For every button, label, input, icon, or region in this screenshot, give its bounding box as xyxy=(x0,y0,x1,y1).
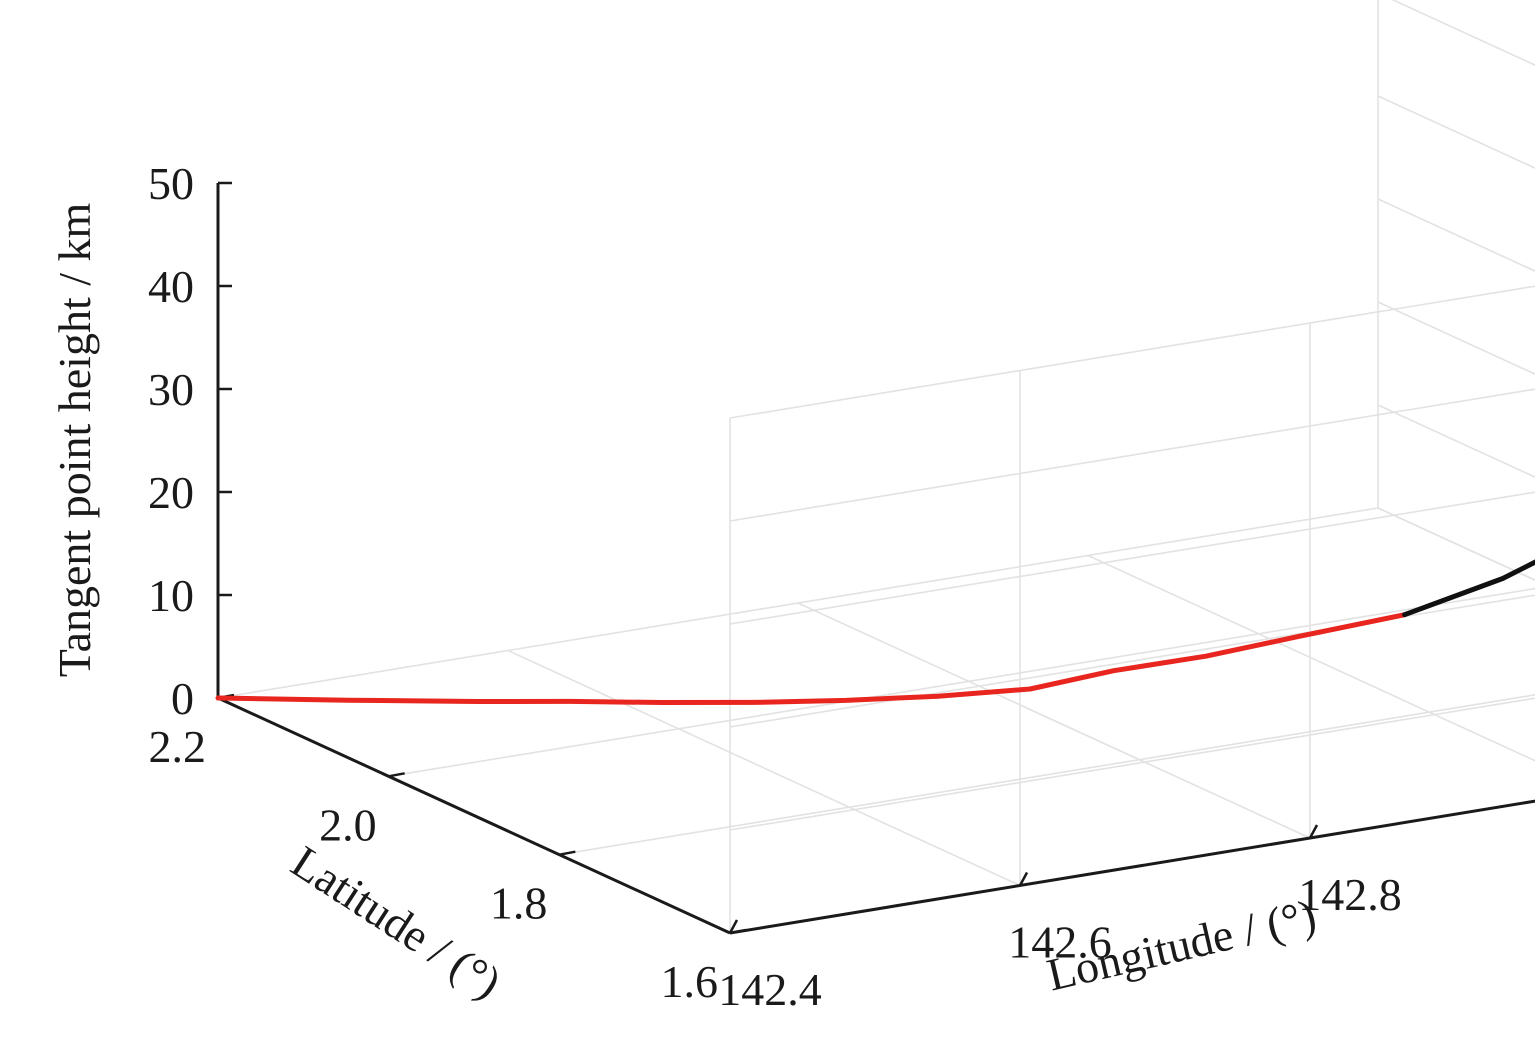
x-tick xyxy=(1018,871,1029,887)
x-tick-label: 142.8 xyxy=(1298,869,1402,920)
z-axis-label: Tangent point height / km xyxy=(49,202,100,677)
x-tick-label: 142.6 xyxy=(1008,917,1112,968)
y-tick-label: 2.0 xyxy=(319,799,377,850)
grid-line xyxy=(729,697,1535,831)
grid-line xyxy=(1377,95,1535,169)
y-tick xyxy=(729,928,747,935)
y-axis-label: Latitude / (°) xyxy=(283,836,510,1008)
x-tick xyxy=(728,919,739,934)
z-tick-label: 30 xyxy=(148,364,194,415)
z-tick-label: 20 xyxy=(148,467,194,518)
grid-line xyxy=(1391,0,1535,66)
x-tick-label: 142.4 xyxy=(718,964,822,1015)
grid-line xyxy=(507,649,1021,887)
grid-line xyxy=(729,491,1535,625)
grid-line xyxy=(729,800,1535,934)
grid-line xyxy=(797,602,1311,839)
grid-line xyxy=(729,285,1535,419)
y-tick-label: 1.6 xyxy=(661,956,719,1007)
y-tick-label: 1.8 xyxy=(490,878,548,929)
grid-line xyxy=(1377,507,1535,581)
y-tick-label: 2.2 xyxy=(149,721,207,772)
grid-line xyxy=(559,694,1535,856)
x-tick xyxy=(1308,824,1319,839)
grid-line xyxy=(729,388,1535,522)
z-tick-label: 40 xyxy=(148,261,194,312)
tick-labels: 010203040501.61.82.02.2142.4142.6142.814… xyxy=(148,158,1402,1015)
y-tick xyxy=(559,850,576,856)
y-axis-line xyxy=(217,696,731,935)
grid-line xyxy=(388,587,1535,778)
series-line-2 xyxy=(1402,559,1535,618)
grid-line xyxy=(1377,301,1535,375)
data-series xyxy=(215,559,1535,705)
grid-line xyxy=(217,507,1379,699)
x-axis-label: Longitude / (°) xyxy=(1042,889,1320,1000)
y-tick xyxy=(388,772,405,778)
grid-line xyxy=(1377,198,1535,272)
series-line-1 xyxy=(215,612,1408,705)
grid-line xyxy=(1087,554,1535,762)
z-tick-label: 50 xyxy=(148,158,194,209)
grid xyxy=(217,0,1535,934)
x-axis-line xyxy=(729,799,1535,935)
z-tick-label: 0 xyxy=(171,673,194,724)
axes xyxy=(216,181,1535,935)
grid-line xyxy=(1377,404,1535,478)
grid-line xyxy=(729,800,1535,934)
z-tick-label: 10 xyxy=(148,570,194,621)
